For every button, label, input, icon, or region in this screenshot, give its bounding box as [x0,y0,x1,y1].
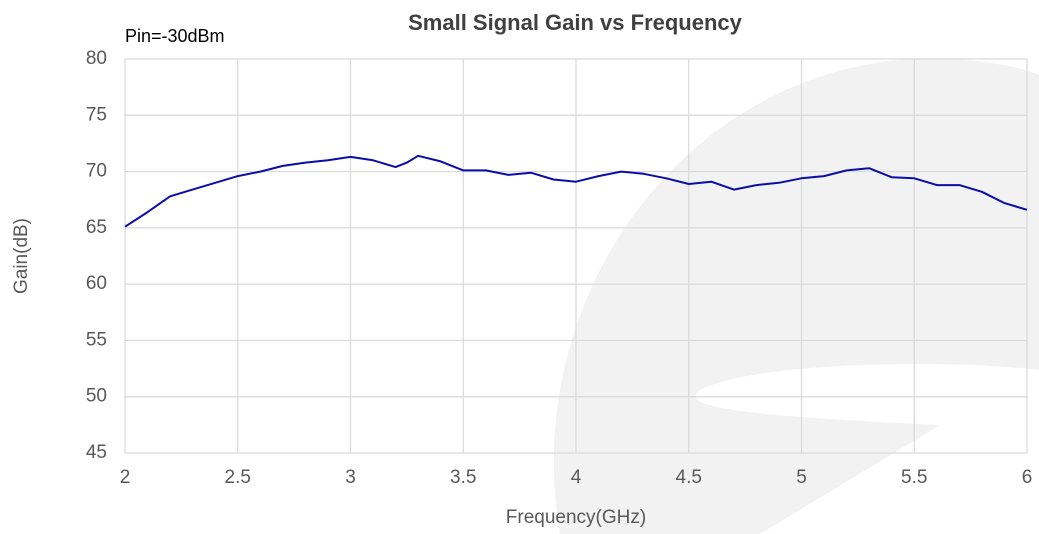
data-line [124,154,1028,228]
x-tick-label: 2 [120,467,131,488]
y-tick-label: 80 [86,48,107,69]
y-tick-label: 65 [86,217,107,238]
y-tick-label: 60 [86,273,107,294]
y-tick-label: 45 [86,442,107,463]
x-tick-label: 5 [796,467,807,488]
x-tick-label: 2.5 [225,467,251,488]
y-tick-label: 50 [86,386,107,407]
x-axis-label: Frequency(GHz) [506,507,646,528]
annotation: Pin=-30dBm [125,26,225,46]
y-tick-label: 55 [86,329,107,350]
y-axis-label: Gain(dB) [11,218,32,294]
x-tick-label: 3 [345,467,356,488]
x-tick-label: 4.5 [676,467,702,488]
x-tick-label: 6 [1022,467,1033,488]
x-tick-label: 5.5 [901,467,927,488]
y-tick-label: 70 [86,161,107,182]
watermark [553,58,1039,534]
chart-title: Small Signal Gain vs Frequency [408,10,743,35]
y-tick-label: 75 [86,104,107,125]
x-tick-label: 4 [571,467,582,488]
x-tick-label: 3.5 [450,467,476,488]
